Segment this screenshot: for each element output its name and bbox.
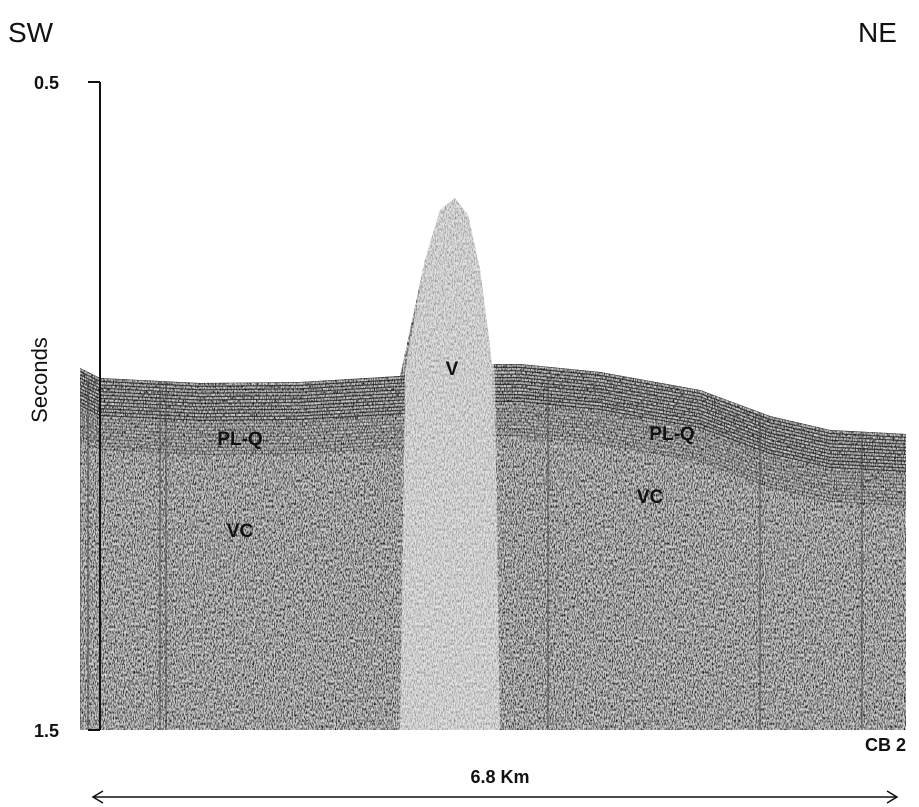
reflector <box>80 377 406 394</box>
reflector <box>80 411 406 428</box>
reflector <box>492 363 906 435</box>
tick-label: 0.5 <box>34 73 59 93</box>
reflector <box>80 421 406 439</box>
reflector <box>80 391 406 408</box>
reflector <box>492 370 906 442</box>
axis-label: Seconds <box>27 337 52 423</box>
reflector <box>80 438 406 456</box>
reflector <box>80 408 406 425</box>
reflector <box>492 411 906 483</box>
annotation: PL-Q <box>649 424 694 445</box>
reflector <box>492 428 906 500</box>
reflector <box>80 384 406 401</box>
annotation: VC <box>637 487 664 508</box>
annotation: VC <box>227 521 254 542</box>
reflector <box>492 373 906 445</box>
direction-label: NE <box>858 17 897 48</box>
reflector <box>80 401 406 418</box>
reflector <box>80 398 406 415</box>
reflector <box>492 400 906 472</box>
profile-id: CB 2 <box>865 735 906 755</box>
reflector <box>492 394 906 466</box>
reflector <box>80 435 406 452</box>
reflector <box>80 432 406 449</box>
reflector <box>492 434 906 506</box>
seismic-section <box>80 198 906 730</box>
reflector <box>80 374 406 391</box>
annotation: PL-Q <box>217 429 262 450</box>
reflector <box>492 390 906 462</box>
reflector <box>492 424 906 496</box>
reflector <box>80 404 406 422</box>
tick-label: 1.5 <box>34 721 59 741</box>
annotation: V <box>446 359 459 380</box>
reflector <box>492 380 906 452</box>
reflector <box>492 387 906 459</box>
scale-arrow <box>91 790 899 804</box>
reflector <box>80 394 406 411</box>
reflector <box>492 404 906 476</box>
reflector <box>492 407 906 479</box>
reflector <box>492 377 906 449</box>
reflector <box>492 397 906 469</box>
reflector <box>80 387 406 405</box>
reflector <box>80 418 406 435</box>
reflector <box>80 428 406 445</box>
reflector <box>80 415 406 432</box>
reflector <box>492 414 906 486</box>
reflector <box>80 381 406 398</box>
reflector <box>492 421 906 493</box>
reflector <box>492 366 906 438</box>
reflector <box>80 370 406 388</box>
reflector <box>80 425 406 442</box>
reflector <box>492 431 906 503</box>
reflector <box>492 417 906 489</box>
scale-label: 6.8 Km <box>470 767 529 787</box>
direction-label: SW <box>8 17 54 48</box>
reflector <box>492 383 906 455</box>
